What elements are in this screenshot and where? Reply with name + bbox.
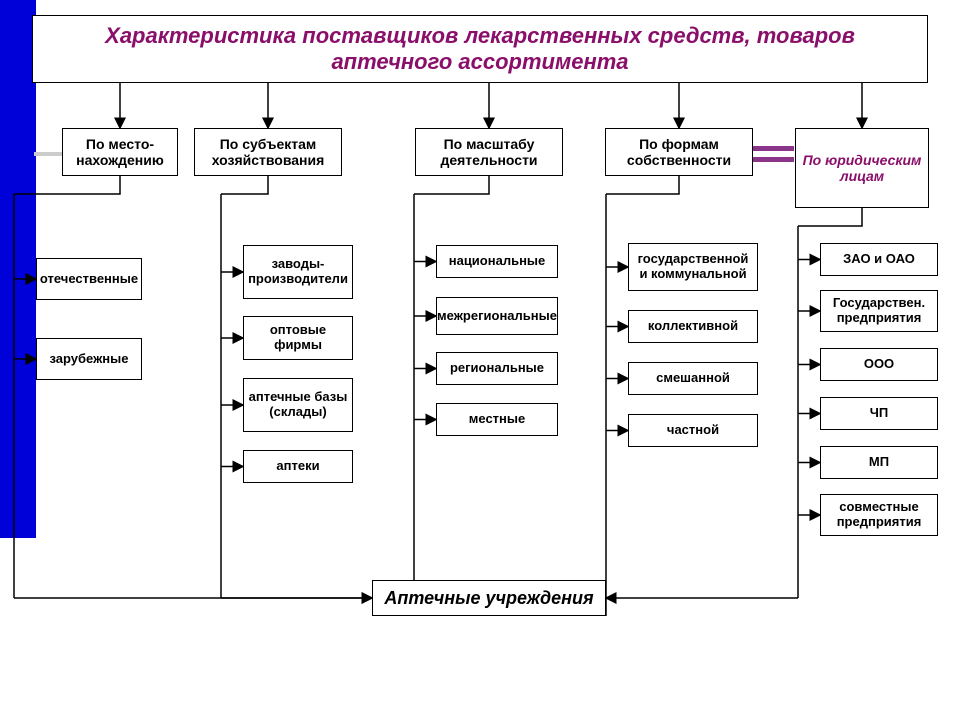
item-c1-1: зарубежные bbox=[36, 338, 142, 380]
item-c2-2: аптечные базы (склады) bbox=[243, 378, 353, 432]
decorative-dash bbox=[34, 152, 64, 156]
diagram-title: Характеристика поставщиков лекарственных… bbox=[32, 15, 928, 83]
item-c4-1: коллективной bbox=[628, 310, 758, 343]
bottom-node: Аптечные учреждения bbox=[372, 580, 606, 616]
item-c5-2: ООО bbox=[820, 348, 938, 381]
item-c2-1: оптовые фирмы bbox=[243, 316, 353, 360]
item-c5-3: ЧП bbox=[820, 397, 938, 430]
item-c3-3: местные bbox=[436, 403, 558, 436]
item-c5-4: МП bbox=[820, 446, 938, 479]
item-c3-1: межрегиональные bbox=[436, 297, 558, 335]
item-c5-0: ЗАО и ОАО bbox=[820, 243, 938, 276]
category-c2: По субъектам хозяйствования bbox=[194, 128, 342, 176]
diagram-stage: { "layout":{ "width":960,"height":720, "… bbox=[0, 0, 960, 720]
category-c1: По место-нахождению bbox=[62, 128, 178, 176]
item-c3-2: региональные bbox=[436, 352, 558, 385]
item-c2-3: аптеки bbox=[243, 450, 353, 483]
item-c5-1: Государствен. предприятия bbox=[820, 290, 938, 332]
item-c4-0: государственной и коммунальной bbox=[628, 243, 758, 291]
category-c4: По формам собственности bbox=[605, 128, 753, 176]
decorative-accent-bar bbox=[750, 157, 794, 162]
item-c4-3: частной bbox=[628, 414, 758, 447]
item-c1-0: отечественные bbox=[36, 258, 142, 300]
category-c5: По юридическим лицам bbox=[795, 128, 929, 208]
decorative-sidebar bbox=[0, 0, 36, 538]
item-c3-0: национальные bbox=[436, 245, 558, 278]
decorative-accent-bar bbox=[750, 146, 794, 151]
item-c2-0: заводы-производители bbox=[243, 245, 353, 299]
item-c4-2: смешанной bbox=[628, 362, 758, 395]
item-c5-5: совместные предприятия bbox=[820, 494, 938, 536]
category-c3: По масштабу деятельности bbox=[415, 128, 563, 176]
